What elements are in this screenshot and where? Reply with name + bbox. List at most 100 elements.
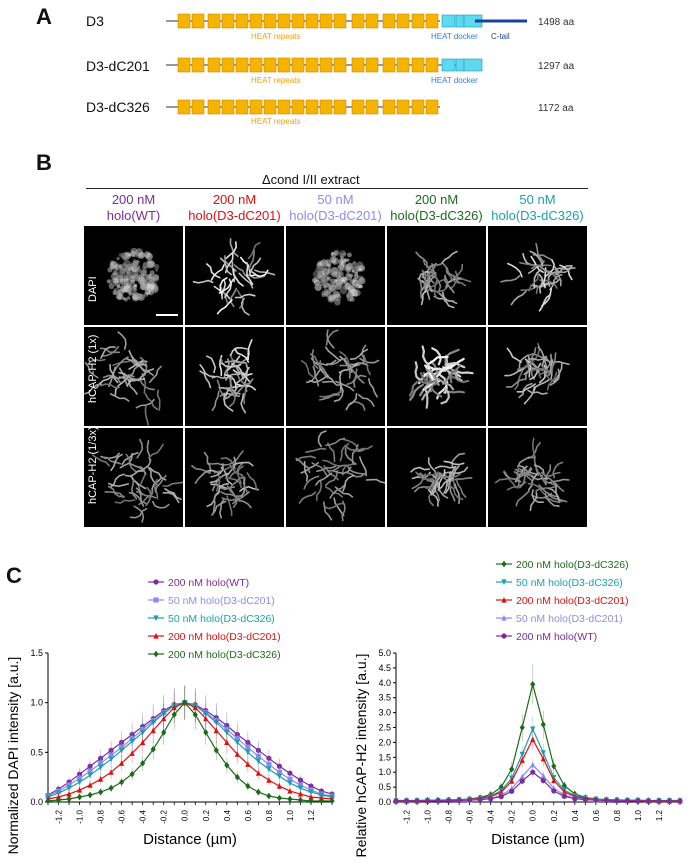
data-point (645, 798, 652, 804)
data-point (276, 769, 283, 775)
chromosome-image (84, 331, 162, 426)
legend-marker (153, 597, 159, 603)
legend-label: 50 nM holo(D3-dC326) (516, 577, 623, 589)
data-point (66, 795, 72, 803)
data-point (488, 796, 494, 802)
data-point (287, 795, 293, 803)
chromosome-image (415, 250, 472, 309)
heat-repeat-box (221, 99, 235, 115)
data-series (393, 767, 683, 804)
heat-repeat-box (333, 99, 347, 115)
data-point (266, 792, 272, 800)
heat-repeats-label-d3-dc201: HEAT repeats (251, 76, 301, 85)
extract-header-line (86, 188, 588, 189)
heat-repeat-box (177, 99, 191, 115)
data-point (467, 797, 473, 803)
x-tick-label: -0.6 (466, 809, 475, 823)
data-point (276, 763, 283, 769)
legend-marker (501, 633, 507, 639)
heat-repeat-box (291, 57, 305, 73)
data-point (540, 777, 546, 784)
data-point (76, 793, 83, 801)
heat-docker-box (455, 58, 465, 72)
data-point (255, 788, 261, 796)
x-tick-label: 0.4 (571, 809, 580, 821)
column-header-construct: holo(D3-dC201) (188, 208, 281, 223)
heat-repeat-box (411, 99, 425, 115)
data-series (45, 685, 335, 801)
micrograph-cell (286, 226, 385, 325)
data-point (255, 770, 261, 776)
column-header-construct: holo(D3-dC326) (491, 208, 584, 223)
data-series (393, 758, 683, 804)
heat-repeat-box (382, 13, 396, 29)
chromosome-image (409, 345, 474, 409)
micrograph-cell (387, 327, 486, 426)
data-point (150, 746, 156, 753)
data-point (255, 758, 261, 765)
data-point (572, 796, 578, 802)
y-tick-label: 0.0 (378, 797, 391, 807)
y-tick-label: 1.0 (30, 698, 43, 708)
micrograph-cell (84, 226, 183, 325)
column-header-concentration: 200 nM (111, 192, 156, 207)
data-point (224, 761, 230, 769)
column-header-construct: holo(D3-dC326) (390, 208, 483, 223)
micrograph-cell (185, 428, 284, 527)
heat-docker-label-d3-dc201: HEAT docker (431, 76, 478, 85)
heat-repeat-box (235, 99, 249, 115)
legend-marker (153, 650, 159, 658)
heat-repeat-box (396, 13, 410, 29)
data-point (245, 744, 251, 750)
data-point (161, 710, 167, 717)
x-tick-label: -1.0 (76, 809, 85, 823)
data-point (224, 722, 230, 729)
data-point (498, 783, 504, 791)
data-point (255, 747, 261, 753)
micrograph-cell (286, 428, 385, 527)
data-point (76, 775, 83, 781)
data-point (108, 747, 114, 753)
data-point (297, 785, 304, 792)
data-point (603, 797, 609, 804)
y-tick-label: 0.5 (30, 747, 43, 757)
data-point (119, 747, 125, 754)
row-label: hCAP-H2 (1/3x) (87, 426, 99, 504)
y-tick-label: 3.0 (378, 708, 391, 718)
column-header-concentration: 50 nM (519, 192, 556, 207)
y-tick-label: 4.0 (378, 678, 391, 688)
data-point (87, 768, 93, 774)
series-line (396, 763, 680, 802)
heat-repeat-box (351, 57, 365, 73)
panel-a-letter: A (36, 4, 52, 29)
data-point (129, 738, 135, 745)
data-point (519, 773, 525, 780)
data-point (108, 769, 114, 775)
x-tick-label: 0.8 (265, 809, 274, 821)
data-point (445, 798, 452, 804)
micrograph-cell (488, 327, 587, 426)
data-point (540, 755, 546, 762)
heat-repeat-box (425, 99, 439, 115)
legend-marker (501, 560, 507, 568)
panel-c-letter: C (6, 563, 22, 588)
data-point (224, 726, 230, 733)
data-point (234, 731, 240, 738)
heat-docker-label-d3: HEAT docker (431, 32, 478, 41)
data-point (666, 798, 673, 804)
column-header-concentration: 200 nM (212, 192, 257, 207)
data-point (477, 797, 483, 803)
data-point (108, 784, 114, 792)
data-point (530, 680, 536, 688)
data-point (540, 772, 546, 779)
data-point (287, 780, 293, 787)
data-point (87, 782, 93, 788)
legend-label: 200 nM holo(WT) (516, 631, 597, 643)
data-point (87, 763, 93, 769)
column-header: 200 nM holo(WT) (80, 192, 187, 224)
heat-repeat-box (191, 13, 205, 29)
chromosome-image (199, 339, 257, 414)
chromosome-image (295, 430, 385, 522)
heat-repeat-box (221, 57, 235, 73)
data-point (129, 770, 135, 778)
